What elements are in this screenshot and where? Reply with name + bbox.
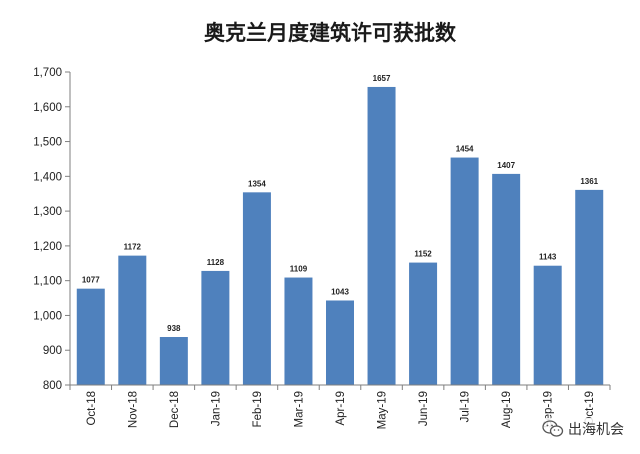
y-tick-label: 1,100: [33, 276, 62, 288]
bar-jun-19: [409, 262, 438, 385]
y-tick-label: 1,400: [33, 171, 62, 183]
x-tick-label: Jan-19: [210, 391, 222, 426]
data-label: 1128: [207, 258, 225, 267]
x-tick-label: Apr-19: [335, 391, 347, 426]
bar-aug-19: [492, 173, 521, 385]
bars: [76, 86, 604, 386]
bar-may-19: [367, 86, 396, 386]
bar-feb-19: [242, 192, 271, 385]
data-label: 1172: [124, 243, 142, 252]
x-tick-label: May-19: [377, 391, 389, 429]
x-tick-label: Jun-19: [418, 391, 430, 426]
y-tick-label: 1,500: [33, 137, 62, 149]
y-tick-label: 900: [43, 345, 62, 357]
y-tick-label: 1,300: [33, 206, 62, 218]
data-label: 1077: [82, 276, 100, 285]
bar-dec-18: [159, 337, 188, 385]
x-axis: Oct-18 Nov-18 Dec-18 Jan-19 Feb-19 Mar-19 Apr-…: [69, 384, 611, 429]
watermark-text: 出海机会: [568, 422, 624, 438]
x-tick-label: Feb-19: [252, 391, 264, 427]
bar-apr-19: [326, 300, 354, 385]
x-tick-label: Oct-19: [584, 391, 596, 426]
bar-nov-18: [118, 255, 147, 385]
y-tick-label: 1,600: [33, 102, 62, 114]
bar-oct-18: [76, 288, 105, 385]
bar-sep-19: [533, 265, 562, 385]
data-label: 1354: [248, 179, 266, 188]
x-tick-label: Aug-19: [501, 391, 513, 428]
y-axis: 800 900 1,000 1,100 1,200 1,300 1,400 1,500 1,60…: [33, 67, 71, 392]
data-label: 1109: [290, 265, 308, 274]
data-label: 1143: [539, 253, 557, 262]
data-label: 1152: [414, 250, 432, 259]
x-tick-label: Dec-18: [169, 391, 181, 428]
data-label: 1043: [331, 287, 349, 296]
y-tick-label: 1,700: [33, 67, 62, 79]
data-label: 1361: [580, 177, 598, 186]
data-label: 1657: [373, 74, 391, 83]
x-tick-label: Oct-18: [86, 391, 98, 426]
bar-jul-19: [450, 157, 479, 385]
watermark: 出海机会: [538, 418, 628, 440]
data-label: 938: [167, 324, 181, 333]
x-tick-label: Nov-18: [127, 391, 139, 428]
y-tick-label: 1,200: [33, 241, 62, 253]
y-tick-label: 1,000: [33, 310, 62, 322]
y-tick-label: 800: [43, 380, 62, 392]
data-labels: 1077 1172 938 1128 1354 1109 1043 1657 1152 1454 1…: [82, 74, 599, 333]
data-label: 1454: [456, 145, 474, 154]
chart-title: 奥克兰月度建筑许可获批数: [204, 21, 457, 45]
wechat-icon: [542, 420, 564, 437]
bar-mar-19: [284, 277, 313, 385]
x-tick-label: Mar-19: [293, 391, 305, 427]
bar-oct-19: [575, 189, 604, 385]
x-tick-label: Jul-19: [460, 391, 472, 422]
data-label: 1407: [497, 161, 515, 170]
bar-jan-19: [201, 270, 230, 385]
